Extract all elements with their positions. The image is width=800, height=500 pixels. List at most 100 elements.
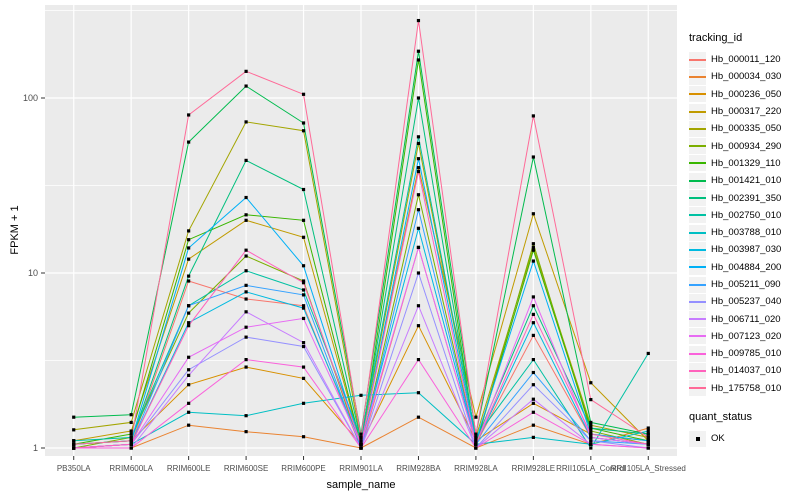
- legend-item-label: Hb_000011_120: [711, 54, 781, 66]
- legend-title-quant-status: quant_status: [689, 410, 752, 423]
- data-point: [474, 432, 478, 436]
- data-point: [244, 69, 248, 73]
- data-point: [531, 435, 535, 439]
- data-point: [72, 442, 76, 446]
- data-point: [187, 383, 191, 387]
- data-point: [187, 274, 191, 278]
- data-point: [72, 415, 76, 419]
- data-point: [589, 398, 593, 402]
- legend-item: Hb_175758_010: [689, 380, 781, 397]
- data-point: [646, 442, 650, 446]
- legend-key: [689, 224, 706, 241]
- data-point: [129, 432, 133, 436]
- data-point: [416, 169, 421, 174]
- data-point: [244, 357, 248, 362]
- legend-color-line: [689, 248, 706, 251]
- data-point: [244, 310, 248, 314]
- legend-color-line: [689, 231, 706, 234]
- legend-color-line: [689, 266, 706, 269]
- data-point: [129, 446, 133, 450]
- data-point: [646, 446, 650, 450]
- data-point: [72, 428, 76, 432]
- legend-item: Hb_000934_290: [689, 137, 781, 155]
- legend-key: [689, 380, 706, 397]
- legend-item-label: Hb_005237_040: [711, 296, 782, 308]
- data-point: [129, 413, 133, 417]
- data-point: [187, 410, 191, 414]
- data-point: [646, 426, 650, 430]
- legend-color-line: [689, 110, 706, 113]
- legend-entries: Hb_000011_120 Hb_000034_030 Hb_000236_050 H…: [689, 51, 781, 397]
- legend-item-label: Hb_000317_220: [711, 106, 782, 118]
- data-point: [187, 238, 191, 242]
- data-point: [646, 439, 650, 443]
- data-point: [244, 269, 248, 273]
- data-point: [244, 248, 248, 252]
- legend-color-line: [689, 75, 706, 78]
- legend-item-label: Hb_000236_050: [711, 88, 782, 100]
- data-point: [531, 242, 535, 246]
- data-point: [187, 304, 191, 308]
- data-point: [244, 84, 248, 88]
- legend-item-label: Hb_002391_350: [711, 192, 782, 204]
- legend-item-label: Hb_003987_030: [711, 244, 782, 256]
- data-point: [301, 235, 306, 239]
- legend-key: [689, 86, 706, 103]
- legend-color-line: [689, 197, 706, 200]
- data-point: [589, 435, 593, 439]
- data-point: [646, 432, 650, 436]
- data-point: [359, 439, 363, 443]
- data-point: [416, 304, 421, 308]
- data-point: [301, 365, 306, 369]
- legend-item: Hb_005211_090: [689, 276, 781, 293]
- data-point: [301, 288, 306, 292]
- legend-item: Hb_002391_350: [689, 189, 782, 207]
- legend-key: [689, 207, 706, 224]
- data-point: [416, 49, 421, 53]
- legend-color-line: [689, 58, 706, 61]
- legend-item: Hb_000317_220: [689, 103, 781, 120]
- legend-item-label: Hb_001421_010: [711, 175, 782, 187]
- legend-item-ok: OK: [689, 430, 781, 447]
- legend-item: Hb_000236_050: [689, 86, 781, 103]
- legend: tracking_id Hb_000011_120 Hb_000034_030 Hb…: [689, 32, 781, 447]
- data-point: [416, 357, 421, 362]
- data-point: [646, 351, 650, 356]
- x-tick-label: RRIM928LA: [454, 464, 498, 473]
- x-tick-label: RRIM928BA: [396, 464, 441, 473]
- legend-key: [689, 293, 706, 310]
- legend-key: [689, 138, 706, 155]
- data-point: [301, 218, 306, 222]
- data-point: [416, 166, 421, 170]
- legend-key: [689, 311, 706, 328]
- data-point: [531, 304, 535, 308]
- legend-item-label: Hb_175758_010: [711, 382, 782, 394]
- legend-color-line: [689, 145, 706, 148]
- legend-key: [689, 155, 706, 172]
- legend-item: Hb_001421_010: [689, 172, 781, 189]
- data-point: [531, 370, 535, 375]
- data-point: [301, 187, 306, 192]
- data-point: [646, 435, 650, 439]
- data-point: [244, 213, 248, 217]
- legend-item: Hb_000011_120: [689, 51, 781, 68]
- y-axis-title: FPKM + 1: [9, 205, 21, 255]
- legend-key: [689, 328, 706, 345]
- data-point: [531, 321, 535, 325]
- data-point: [416, 245, 421, 250]
- legend-color-line: [689, 369, 706, 372]
- data-point: [416, 18, 421, 23]
- legend-color-line: [689, 318, 706, 321]
- data-point: [244, 414, 248, 418]
- data-point: [244, 290, 248, 294]
- data-point: [531, 212, 535, 216]
- legend-item: Hb_005237_040: [689, 293, 781, 310]
- data-point: [474, 435, 478, 439]
- data-point: [187, 113, 191, 117]
- legend-item: Hb_004884_200: [689, 259, 781, 276]
- data-point: [301, 401, 306, 405]
- legend-color-line: [689, 127, 706, 130]
- data-point: [589, 446, 593, 450]
- data-point: [301, 279, 306, 283]
